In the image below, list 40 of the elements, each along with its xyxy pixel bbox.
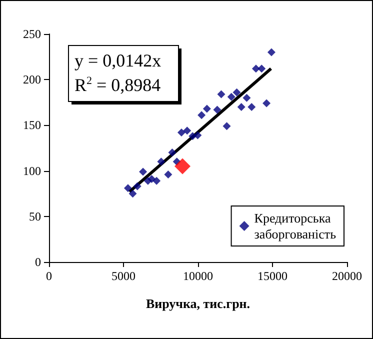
y-tick-label: 150 (23, 118, 41, 132)
x-tick-label: 5000 (112, 269, 136, 283)
point (252, 64, 260, 73)
point (237, 102, 246, 111)
point (242, 94, 251, 102)
x-tick-label: 10000 (183, 269, 213, 283)
point (194, 131, 202, 140)
y-tick-label: 250 (23, 27, 41, 41)
point (232, 88, 241, 96)
point (222, 122, 231, 130)
point (152, 176, 161, 185)
x-axis-title: Виручка, тис.грн. (146, 296, 250, 311)
point (262, 99, 271, 108)
point (128, 190, 137, 198)
point (133, 182, 142, 190)
point (248, 102, 256, 111)
y-tick-label: 50 (29, 209, 41, 224)
point (217, 90, 226, 98)
point (139, 168, 148, 176)
y-tick-label: 100 (23, 164, 41, 178)
y-tick-label: 200 (23, 72, 41, 87)
point (124, 184, 132, 192)
point (202, 104, 211, 113)
x-tick-label: 20000 (332, 269, 362, 283)
point (227, 92, 236, 101)
y-tick-label: 0 (35, 255, 41, 269)
point (183, 126, 192, 135)
point (213, 106, 222, 114)
point (198, 111, 206, 120)
x-tick-label: 0 (46, 269, 52, 283)
point (258, 64, 266, 73)
legend-label: Кредиторська заборгованість (254, 210, 336, 242)
x-tick-label: 15000 (258, 269, 288, 283)
point (267, 48, 276, 56)
point (164, 170, 172, 178)
point (168, 148, 176, 157)
annotation: y = 0,0142x (74, 50, 162, 70)
point (177, 128, 186, 136)
point (157, 158, 166, 166)
point (174, 158, 191, 174)
